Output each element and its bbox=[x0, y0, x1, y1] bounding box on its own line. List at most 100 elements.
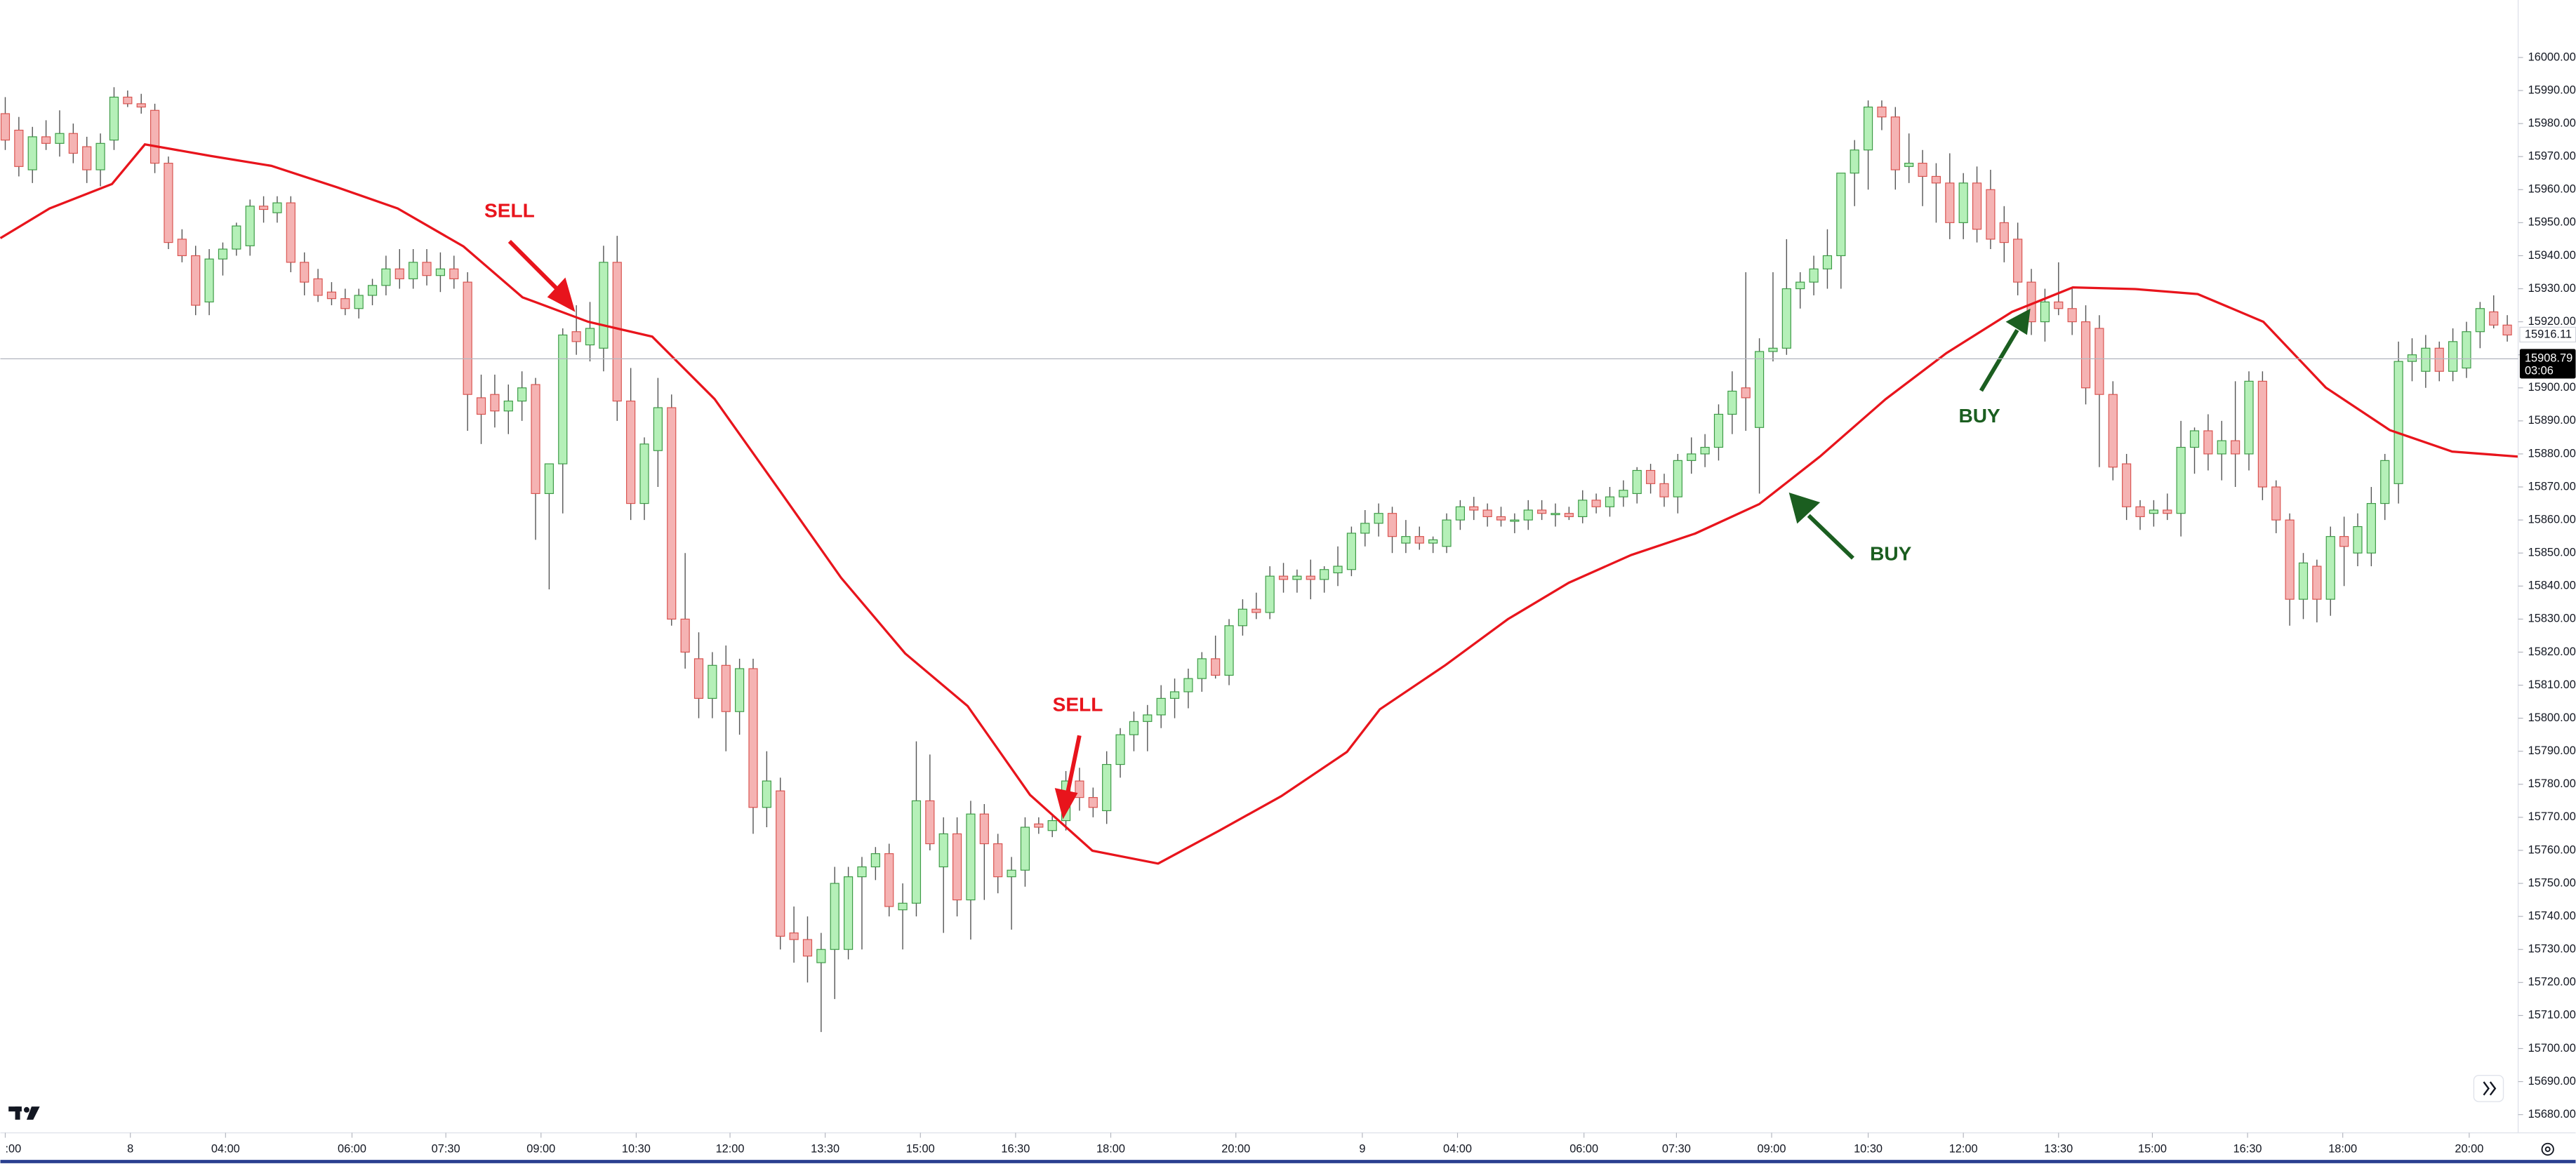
candle-body bbox=[177, 239, 187, 257]
candle-body bbox=[367, 285, 378, 296]
candle-body bbox=[2257, 380, 2267, 488]
candle-body bbox=[1360, 523, 1370, 534]
candle-body bbox=[1183, 678, 1193, 693]
candle-body bbox=[1510, 519, 1520, 522]
y-tick-label: 15750.00 bbox=[2528, 876, 2576, 889]
candle-body bbox=[816, 949, 826, 963]
candle-body bbox=[1754, 351, 1765, 428]
y-tick-label: 15730.00 bbox=[2528, 943, 2576, 956]
x-tick-label: 16:30 bbox=[2233, 1142, 2262, 1155]
settings-button[interactable] bbox=[2541, 1142, 2554, 1156]
candle-body bbox=[857, 866, 867, 878]
candle-body bbox=[680, 618, 690, 653]
candle-body bbox=[1428, 539, 1438, 544]
candle-body bbox=[1836, 173, 1846, 257]
candle-body bbox=[1700, 446, 1710, 455]
candle-body bbox=[1659, 483, 1669, 497]
candle-body bbox=[422, 262, 432, 276]
candle-body bbox=[1795, 281, 1805, 290]
candle-body bbox=[41, 136, 51, 144]
candle-body bbox=[1768, 347, 1778, 352]
candle-body bbox=[313, 278, 323, 296]
candle-body bbox=[2244, 380, 2254, 455]
last-price-label: 15908.79 bbox=[2525, 352, 2572, 365]
candle-body bbox=[1578, 500, 1588, 517]
candle-body bbox=[2285, 519, 2295, 600]
x-tick-label: 18:00 bbox=[2328, 1142, 2357, 1155]
x-tick-label: 8 bbox=[127, 1142, 133, 1155]
candle-body bbox=[1265, 575, 1275, 613]
annotation-sell: SELL bbox=[1053, 694, 1103, 716]
candle-body bbox=[1482, 509, 1492, 517]
candle-body bbox=[952, 833, 962, 901]
last-price-box bbox=[2519, 349, 2576, 379]
candle-body bbox=[2189, 430, 2200, 448]
arrow-head bbox=[1054, 788, 1078, 820]
candle-body bbox=[938, 833, 948, 868]
candle-body bbox=[232, 225, 241, 250]
candle-body bbox=[544, 463, 554, 495]
arrow-head bbox=[1788, 492, 1821, 524]
candle-body bbox=[1605, 496, 1615, 507]
candle-body bbox=[1306, 575, 1315, 580]
candle-body bbox=[1020, 827, 1030, 871]
x-tick-label: 09:00 bbox=[526, 1142, 555, 1155]
candle-body bbox=[2013, 239, 2023, 283]
candle-body bbox=[2462, 331, 2471, 369]
candle-body bbox=[911, 800, 922, 904]
candle-body bbox=[2231, 440, 2240, 455]
arrow-shaft bbox=[1065, 735, 1082, 792]
candle-body bbox=[1169, 691, 1180, 699]
candle-body bbox=[667, 407, 677, 620]
candle-body bbox=[639, 443, 649, 504]
candle-body bbox=[1945, 182, 1955, 223]
candle-body bbox=[1741, 387, 1751, 399]
candle-body bbox=[1972, 182, 1982, 230]
arrow-shaft bbox=[507, 239, 562, 294]
candle-body bbox=[2475, 308, 2485, 333]
candle-body bbox=[1278, 575, 1289, 580]
candle-body bbox=[2149, 509, 2158, 514]
y-tick-label: 15980.00 bbox=[2528, 116, 2576, 129]
candle-body bbox=[463, 281, 472, 395]
candle-body bbox=[1088, 797, 1098, 808]
x-tick-label: 10:30 bbox=[1854, 1142, 1883, 1155]
candle-body bbox=[2122, 463, 2132, 507]
x-tick-label: 13:30 bbox=[811, 1142, 839, 1155]
candle-body bbox=[0, 113, 11, 141]
candle-body bbox=[1469, 506, 1479, 511]
y-tick-label: 15800.00 bbox=[2528, 711, 2576, 724]
candle-body bbox=[1007, 869, 1016, 878]
candle-body bbox=[884, 853, 894, 907]
candle-body bbox=[1781, 288, 1791, 349]
candle-body bbox=[2054, 301, 2064, 309]
candle-body bbox=[1320, 569, 1329, 580]
candle-body bbox=[394, 268, 404, 279]
scroll-button[interactable] bbox=[2473, 1074, 2504, 1102]
candle-body bbox=[2325, 536, 2335, 600]
candle-body bbox=[599, 262, 609, 349]
candle-body bbox=[2502, 324, 2512, 336]
y-tick-label: 15740.00 bbox=[2528, 909, 2576, 922]
x-tick-label: 07:30 bbox=[1662, 1142, 1691, 1155]
candle-body bbox=[1442, 519, 1452, 547]
y-tick-label: 15850.00 bbox=[2528, 547, 2576, 559]
candle-body bbox=[1619, 490, 1628, 497]
x-tick-label: 13:30 bbox=[2044, 1142, 2073, 1155]
candle-body bbox=[1890, 116, 1900, 170]
y-tick-label: 15950.00 bbox=[2528, 216, 2576, 229]
candle-body bbox=[27, 136, 37, 170]
x-tick-label: 04:00 bbox=[1443, 1142, 1472, 1155]
candle-body bbox=[95, 142, 105, 170]
candle-body bbox=[1047, 820, 1057, 831]
y-tick-label: 15680.00 bbox=[2528, 1108, 2576, 1120]
marker-price-label: 15916.11 bbox=[2525, 328, 2572, 340]
candle-body bbox=[123, 96, 133, 105]
candle-body bbox=[1455, 506, 1465, 521]
y-tick-label: 15920.00 bbox=[2528, 315, 2576, 328]
candle-body bbox=[2489, 311, 2499, 326]
y-tick-label: 15790.00 bbox=[2528, 744, 2576, 757]
candle-body bbox=[82, 146, 92, 170]
